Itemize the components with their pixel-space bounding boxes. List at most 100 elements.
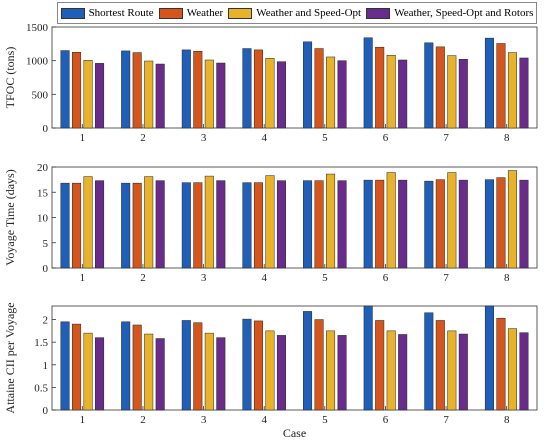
bar	[265, 58, 275, 129]
bar	[519, 332, 529, 411]
legend-swatch	[158, 7, 183, 19]
y-axis-label: TFOC (tons)	[3, 47, 17, 109]
bar	[435, 179, 445, 269]
bar	[424, 312, 434, 411]
bar	[337, 180, 347, 269]
x-tick-label: 5	[322, 132, 328, 144]
x-tick-label: 1	[80, 414, 86, 426]
bar	[314, 48, 324, 129]
bar	[386, 172, 396, 269]
bar	[496, 177, 506, 269]
bar	[95, 337, 105, 411]
x-tick-label: 8	[504, 132, 510, 144]
legend-item-weather-speed-opt-rotors: Weather, Speed-Opt and Rotors	[366, 7, 533, 19]
y-tick-label: 5	[43, 238, 49, 250]
bar	[72, 182, 82, 269]
y-tick-label: 1500	[26, 22, 49, 34]
bar	[95, 180, 105, 269]
x-tick-label: 5	[322, 272, 328, 284]
bar	[216, 180, 226, 269]
legend-label: Weather and Speed-Opt	[256, 7, 362, 19]
bar	[375, 179, 385, 269]
bar	[484, 179, 494, 269]
x-tick-label: 7	[443, 272, 449, 284]
bar	[314, 319, 324, 411]
bar	[375, 46, 385, 129]
bar	[132, 182, 142, 269]
bar	[386, 330, 396, 411]
bar	[181, 320, 191, 411]
y-tick-label: 1000	[26, 56, 49, 68]
y-tick-label: 0	[43, 405, 49, 417]
y-tick-label: 2	[43, 315, 49, 327]
legend-label: Shortest Route	[88, 7, 154, 19]
bar	[60, 182, 70, 269]
bar	[242, 182, 252, 269]
bar	[303, 180, 313, 269]
legend-label: Weather, Speed-Opt and Rotors	[394, 7, 534, 19]
bar	[314, 180, 324, 269]
bar	[398, 334, 408, 411]
bar	[276, 61, 286, 129]
bar	[204, 59, 214, 129]
legend-swatch	[228, 7, 253, 19]
bar	[398, 59, 408, 129]
bar	[375, 320, 385, 411]
bar	[242, 48, 252, 129]
bar	[435, 320, 445, 411]
bar	[398, 179, 408, 269]
bar	[447, 172, 457, 269]
bar	[337, 60, 347, 129]
legend-item-shortest-route: Shortest Route	[60, 7, 154, 19]
bar	[484, 37, 494, 129]
y-axis-label: Voyage Time (days)	[3, 169, 17, 265]
bar	[424, 42, 434, 129]
x-tick-label: 1	[80, 132, 86, 144]
bar	[363, 305, 373, 411]
bar	[424, 180, 434, 269]
y-tick-label: 0.5	[34, 382, 48, 394]
bar	[265, 330, 275, 411]
bar	[60, 321, 70, 411]
y-tick-label: 1.5	[34, 337, 48, 349]
bar	[155, 338, 165, 411]
bar	[337, 335, 347, 411]
bar	[507, 328, 517, 411]
y-tick-label: 1	[43, 360, 49, 372]
legend-swatch	[60, 7, 85, 19]
bar	[144, 333, 154, 411]
x-tick-label: 7	[443, 414, 449, 426]
x-tick-label: 8	[504, 272, 510, 284]
bar	[447, 55, 457, 129]
x-tick-label: 1	[80, 272, 86, 284]
bar	[303, 311, 313, 411]
x-tick-label: 7	[443, 132, 449, 144]
bar	[193, 322, 203, 411]
x-tick-label: 3	[201, 272, 207, 284]
legend-item-weather-speed-opt: Weather and Speed-Opt	[228, 7, 361, 19]
bar	[303, 41, 313, 129]
bar	[121, 182, 131, 269]
bar	[507, 170, 517, 269]
bar	[276, 180, 286, 269]
bar	[193, 50, 203, 129]
bar	[253, 320, 263, 411]
bar	[72, 323, 82, 411]
bar	[155, 63, 165, 129]
bar	[144, 176, 154, 269]
x-tick-label: 4	[261, 272, 267, 284]
bar	[458, 179, 468, 269]
bar	[60, 50, 70, 129]
bar	[242, 318, 252, 411]
bar	[326, 330, 336, 411]
y-tick-label: 500	[32, 89, 49, 101]
x-tick-label: 2	[140, 272, 146, 284]
bar	[72, 52, 82, 129]
bar	[363, 179, 373, 269]
bar	[83, 176, 93, 269]
bar	[519, 179, 529, 269]
bar	[253, 49, 263, 129]
bar	[132, 324, 142, 411]
y-tick-label: 0	[43, 123, 49, 135]
